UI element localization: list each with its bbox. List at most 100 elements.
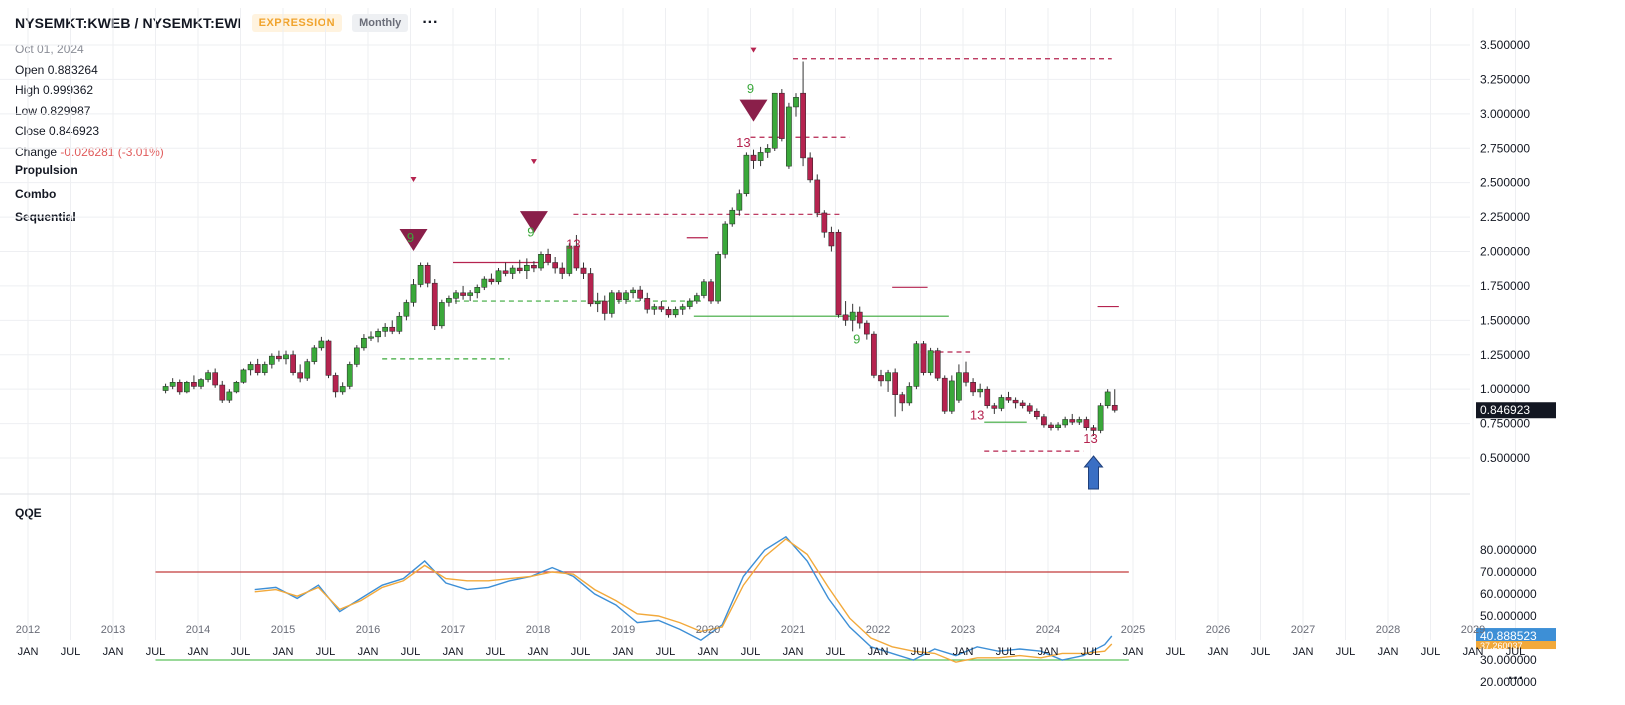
candle-body: [545, 254, 551, 263]
year-axis-label: 2020: [696, 624, 720, 636]
grid-lines: [0, 8, 1516, 640]
candle-body: [934, 350, 941, 379]
candle-body: [1076, 419, 1083, 423]
candle: [268, 353, 275, 369]
month-axis-label: JUL: [826, 646, 846, 658]
candle: [708, 279, 714, 304]
month-axis-label: JAN: [1293, 646, 1314, 658]
candle-body: [233, 382, 240, 393]
more-options-button[interactable]: ···: [422, 14, 439, 31]
candle: [856, 306, 863, 329]
candle: [474, 284, 481, 299]
candle: [495, 268, 502, 285]
month-axis-label: JUL: [1336, 646, 1356, 658]
year-axis-label: 2027: [1291, 624, 1315, 636]
candle: [176, 379, 183, 395]
year-axis-label: 2017: [441, 624, 465, 636]
month-axis-label: JAN: [188, 646, 209, 658]
price-axis-label: 1.000000: [1480, 382, 1530, 396]
candle: [616, 290, 622, 304]
month-axis-label: JAN: [1208, 646, 1229, 658]
candle: [169, 378, 176, 390]
candle: [375, 328, 381, 343]
candle: [587, 268, 594, 307]
candle: [786, 102, 792, 169]
interval-badge[interactable]: Monthly: [352, 14, 409, 32]
month-axis-label: JAN: [783, 646, 804, 658]
candle-body: [559, 267, 566, 274]
candle: [608, 290, 615, 318]
ohlc-legend: Oct 01, 2024 Open 0.883264 High 0.999362…: [15, 39, 164, 163]
candle-body: [587, 273, 594, 305]
candle-body: [346, 364, 353, 387]
axis-more-button[interactable]: ···: [1508, 670, 1524, 687]
price-axis-label: 0.500000: [1480, 451, 1530, 465]
candle-body: [863, 322, 870, 335]
year-axis-label: 2029: [1461, 624, 1485, 636]
candle-body: [835, 231, 842, 316]
candle: [311, 345, 318, 365]
candle: [778, 89, 785, 142]
level-lines: [382, 58, 1119, 452]
price-axis-label: 2.750000: [1480, 141, 1530, 155]
candle-body: [169, 382, 176, 387]
candle-body: [396, 315, 403, 332]
year-axis-label: 2012: [16, 624, 40, 636]
candle: [361, 334, 367, 351]
candle-body: [552, 262, 559, 269]
candle-body: [1033, 410, 1040, 417]
candle: [849, 303, 856, 332]
candle-body: [332, 375, 339, 393]
candle: [793, 93, 799, 117]
candle-body: [941, 377, 948, 412]
candle: [679, 303, 686, 315]
candle: [920, 340, 927, 376]
month-axis-label: JAN: [273, 646, 294, 658]
candle: [573, 234, 580, 271]
candle: [545, 248, 551, 266]
qqe-axis-label: 50.000000: [1480, 609, 1537, 623]
symbol-title[interactable]: NYSEMKT:KWEB / NYSEMKT:EWI: [15, 15, 242, 31]
candle-body: [162, 386, 169, 391]
candle: [913, 340, 920, 390]
candle-body: [467, 292, 474, 296]
td-count-label: 13: [566, 237, 580, 252]
year-axis-label: 2021: [781, 624, 805, 636]
candle-body: [828, 231, 835, 247]
candle: [934, 347, 941, 381]
candle: [460, 285, 466, 300]
candle-body: [764, 148, 771, 153]
candle-body: [516, 267, 523, 272]
candle: [431, 279, 438, 330]
td-count-label: 13: [736, 135, 750, 150]
candle: [906, 382, 913, 406]
candle: [722, 221, 729, 259]
candle-body: [800, 92, 806, 159]
candle: [198, 378, 204, 390]
month-axis-label: JAN: [953, 646, 974, 658]
high-value: 0.999362: [43, 83, 94, 98]
candle-body: [1062, 419, 1069, 426]
candle: [1097, 402, 1104, 434]
candle: [538, 251, 544, 271]
study-propulsion[interactable]: Propulsion: [15, 163, 78, 177]
month-axis-label: JAN: [698, 646, 719, 658]
month-axis-label: JUL: [571, 646, 591, 658]
candle-body: [389, 326, 396, 332]
candle-body: [757, 152, 764, 161]
candle: [941, 375, 948, 414]
candle: [424, 262, 431, 288]
candle: [743, 152, 750, 197]
small-sell-marker-icon: [750, 47, 757, 53]
candle-body: [339, 386, 346, 393]
month-axis-label: JUL: [316, 646, 336, 658]
study-combo[interactable]: Combo: [15, 187, 57, 201]
candle-body: [956, 372, 962, 401]
candle-body: [842, 314, 849, 321]
candle-body: [856, 311, 863, 324]
candle-body: [183, 382, 190, 393]
month-axis-label: JAN: [1123, 646, 1144, 658]
candle: [559, 262, 566, 280]
candle: [757, 146, 764, 167]
